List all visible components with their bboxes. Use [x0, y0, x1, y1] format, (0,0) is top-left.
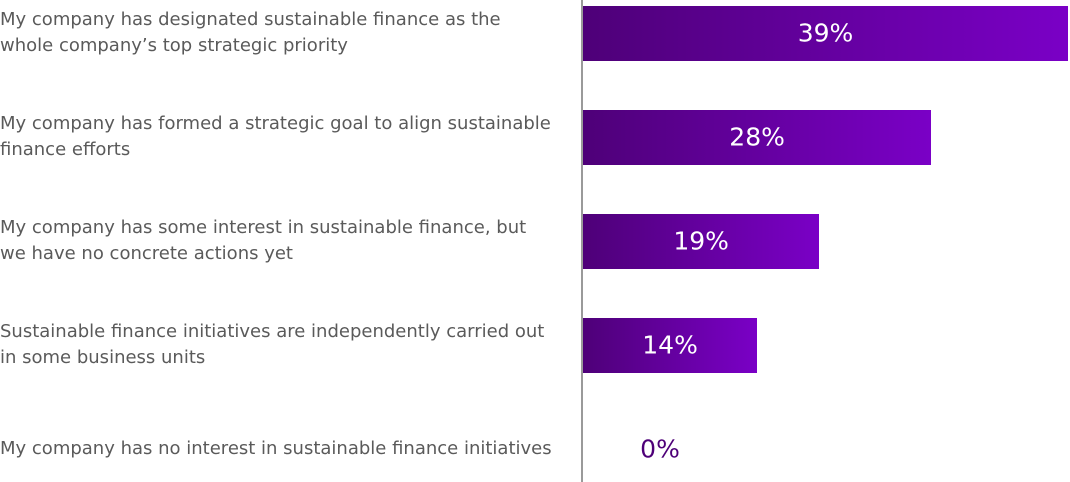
axis-line: [581, 0, 583, 482]
bar: [583, 214, 820, 269]
category-label: My company has formed a strategic goal t…: [0, 113, 551, 160]
bar: [583, 6, 1068, 61]
category-label: My company has designated sustainable fi…: [0, 9, 501, 56]
value-label: 14%: [642, 330, 698, 360]
value-label: 19%: [673, 226, 729, 256]
bar: [583, 110, 932, 165]
value-label: 39%: [797, 18, 854, 48]
value-label: 0%: [640, 434, 680, 464]
value-label: 28%: [729, 122, 785, 152]
category-label: Sustainable finance initiatives are inde…: [0, 321, 545, 368]
category-label: My company has no interest in sustainabl…: [0, 438, 552, 459]
bar: [583, 318, 758, 373]
category-label: My company has some interest in sustaina…: [0, 217, 527, 264]
